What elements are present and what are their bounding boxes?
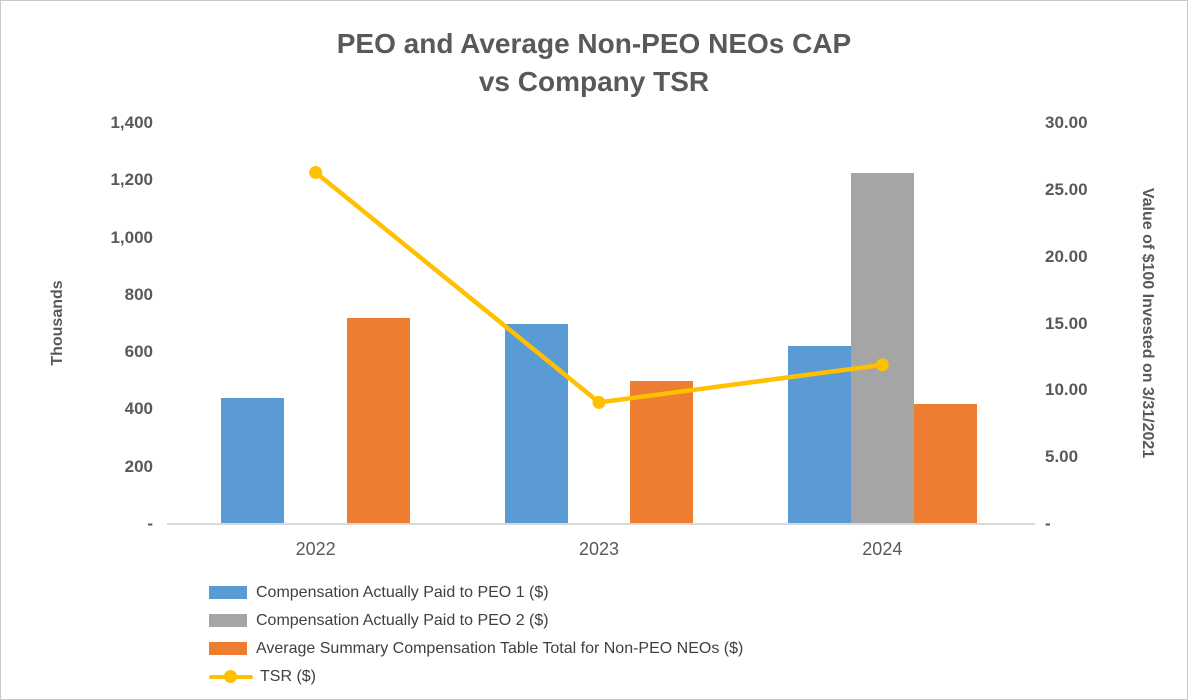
right-axis-tick-0: 30.00 <box>1045 113 1088 132</box>
legend-swatch-peo2 <box>209 614 247 627</box>
legend-label-peo2: Compensation Actually Paid to PEO 2 ($) <box>256 611 549 629</box>
legend-line-dot <box>224 670 237 683</box>
legend-line-marker-tsr <box>209 670 253 683</box>
right-axis-tick-1: 25.00 <box>1045 179 1088 199</box>
bar-peo1-2024 <box>787 346 851 524</box>
legend-item-peo2: Compensation Actually Paid to PEO 2 ($) <box>209 610 743 631</box>
bar-neos-2024 <box>913 403 977 524</box>
left-axis-tick-5: 400 <box>124 399 153 419</box>
left-axis-tick-4: 600 <box>124 342 153 362</box>
legend-item-peo1: Compensation Actually Paid to PEO 1 ($) <box>209 582 743 603</box>
left-axis-tick-0: 1,400 <box>110 113 153 132</box>
chart-title: PEO and Average Non-PEO NEOs CAP vs Comp… <box>1 25 1187 101</box>
left-axis-tick-6: 200 <box>124 456 153 476</box>
bar-neos-2023 <box>630 380 694 524</box>
right-axis-tick-3: 15.00 <box>1045 313 1088 333</box>
chart-title-line2: vs Company TSR <box>478 66 710 97</box>
legend-item-tsr: TSR ($) <box>209 666 743 687</box>
tsr-marker-2023 <box>592 395 606 409</box>
legend-label-peo1: Compensation Actually Paid to PEO 1 ($) <box>256 583 549 601</box>
left-axis-title: Thousands <box>49 280 66 366</box>
bar-neos-2022 <box>347 317 411 524</box>
legend: Compensation Actually Paid to PEO 1 ($) C… <box>209 582 743 687</box>
right-axis-tick-5: 5.00 <box>1045 447 1079 467</box>
legend-label-neos: Average Summary Compensation Table Total… <box>256 639 744 657</box>
chart-title-line1: PEO and Average Non-PEO NEOs CAP <box>336 28 852 59</box>
x-axis-line <box>167 523 1035 525</box>
x-axis-label-2022: 2022 <box>295 539 336 559</box>
right-axis-tick-6: - <box>1045 514 1051 533</box>
x-axis-label-2024: 2024 <box>862 539 903 559</box>
left-axis-tick-1: 1,200 <box>110 170 153 190</box>
bar-peo1-2022 <box>221 397 285 524</box>
left-axis-tick-2: 1,000 <box>110 227 153 247</box>
right-axis-title: Value of $100 Invested on 3/31/2021 <box>1139 187 1156 459</box>
legend-label-tsr: TSR ($) <box>260 667 316 685</box>
bar-peo2-2024 <box>850 173 914 524</box>
tsr-marker-2022 <box>309 165 323 179</box>
right-axis-tick-2: 20.00 <box>1045 246 1088 266</box>
right-axis-tick-4: 10.00 <box>1045 380 1088 400</box>
legend-swatch-neos <box>209 642 247 655</box>
legend-swatch-peo1 <box>209 586 247 599</box>
x-axis-label-2023: 2023 <box>578 539 620 559</box>
legend-item-neos: Average Summary Compensation Table Total… <box>209 638 743 659</box>
left-axis-tick-3: 800 <box>124 284 153 304</box>
bar-peo1-2023 <box>504 323 568 524</box>
left-axis-tick-7: - <box>147 514 153 533</box>
